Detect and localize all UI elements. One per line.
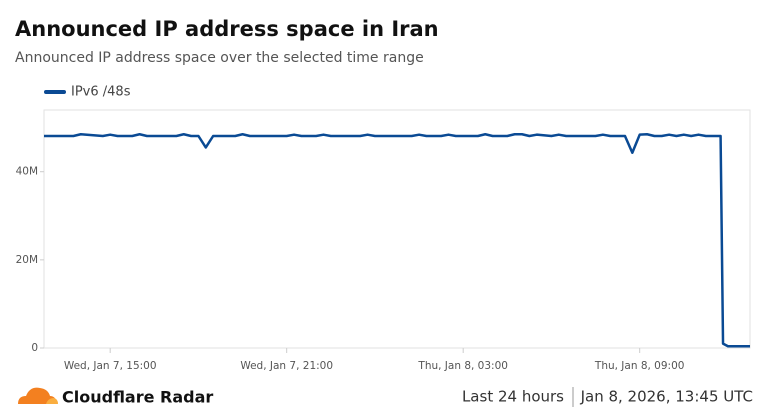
time-range: Last 24 hours [462,388,564,406]
x-tick-label: Thu, Jan 8, 09:00 [594,360,685,372]
legend-label: IPv6 /48s [71,85,131,100]
timestamp: Jan 8, 2026, 13:45 UTC [580,388,753,406]
chart-title: Announced IP address space in Iran [15,17,439,41]
chart-subtitle: Announced IP address space over the sele… [15,50,424,66]
x-tick-label: Wed, Jan 7, 21:00 [240,360,333,372]
y-tick-label: 20M [16,254,38,266]
brand: Cloudflare Radar [62,388,213,407]
y-tick-label: 0 [31,342,38,354]
cloudflare-logo [18,387,58,404]
logo-cloud-small [46,398,58,404]
series-line [44,132,750,348]
x-tick-label: Wed, Jan 7, 15:00 [64,360,157,372]
logo-cloud [18,387,57,404]
plot-frame [43,109,751,349]
x-tick-label: Thu, Jan 8, 03:00 [417,360,508,372]
y-tick-label: 40M [16,166,38,178]
